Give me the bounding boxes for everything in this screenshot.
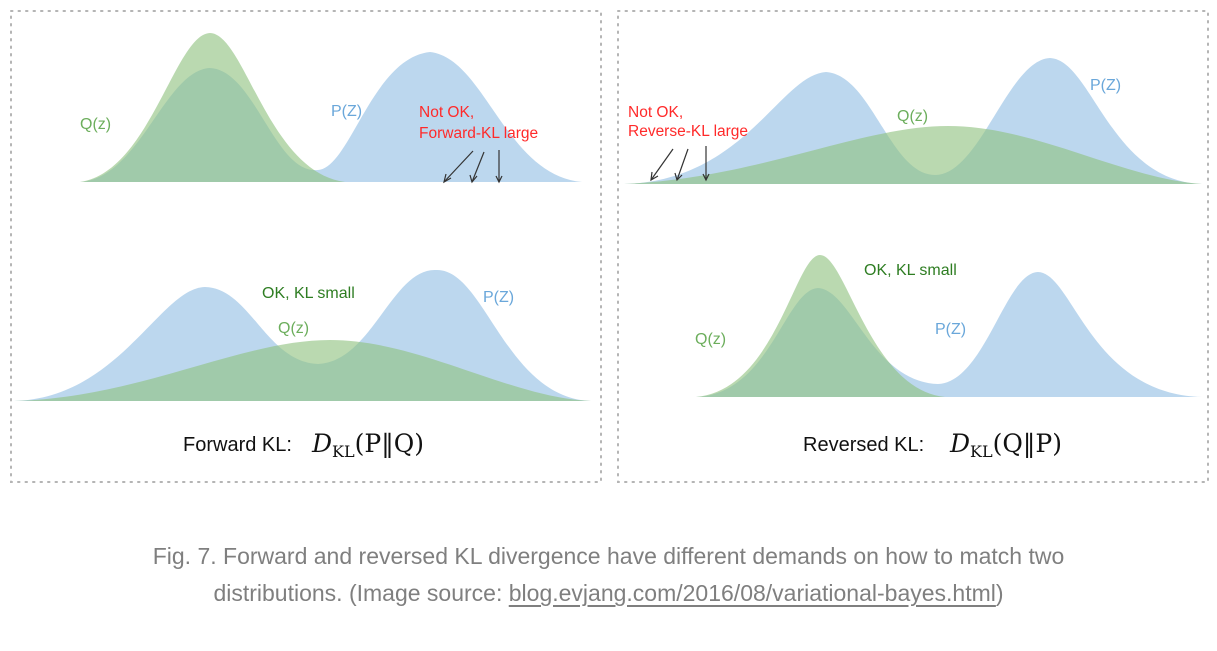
reversed-top-p-label: P(Z) <box>1090 77 1121 94</box>
forward-top-q-curve <box>80 33 345 182</box>
forward-formula-prefix: Forward KL: <box>183 434 292 456</box>
caption-closing: ) <box>995 580 1004 606</box>
forward-top-q-label: Q(z) <box>80 116 111 133</box>
forward-kl-panel <box>10 10 602 483</box>
forward-warning-arrows <box>443 150 503 184</box>
reversed-formula-prefix: Reversed KL: <box>803 434 924 456</box>
forward-top-p-label: P(Z) <box>331 103 362 120</box>
reversed-warning-line2: Reverse-KL large <box>628 123 748 140</box>
kl-divergence-figure: Q(z) P(Z) Not OK, Forward-KL large OK, K… <box>10 10 1209 483</box>
forward-bottom-q-curve <box>14 340 591 401</box>
reversed-bottom-q-label: Q(z) <box>695 331 726 348</box>
forward-bottom-p-label: P(Z) <box>483 289 514 306</box>
forward-warning-line2: Forward-KL large <box>419 125 538 142</box>
figure-caption: Fig. 7. Forward and reversed KL divergen… <box>100 538 1117 612</box>
reversed-top-q-label: Q(z) <box>897 108 928 125</box>
reversed-kl-panel <box>617 10 1209 483</box>
forward-bottom-q-label: Q(z) <box>278 320 309 337</box>
caption-text: Fig. 7. Forward and reversed KL divergen… <box>152 543 1065 606</box>
reversed-ok-label: OK, KL small <box>864 262 957 279</box>
forward-ok-label: OK, KL small <box>262 285 355 302</box>
caption-source-link[interactable]: blog.evjang.com/2016/08/variational-baye… <box>508 580 996 606</box>
reversed-warning-arrows <box>650 146 710 182</box>
reversed-formula: DKL(Q‖P) <box>949 429 1062 461</box>
forward-formula: DKL(P‖Q) <box>311 429 424 461</box>
forward-warning-line1: Not OK, <box>419 104 474 121</box>
reversed-bottom-q-curve <box>696 255 945 397</box>
reversed-top-q-curve <box>624 126 1202 184</box>
reversed-bottom-p-label: P(Z) <box>935 321 966 338</box>
reversed-warning-line1: Not OK, <box>628 104 683 121</box>
